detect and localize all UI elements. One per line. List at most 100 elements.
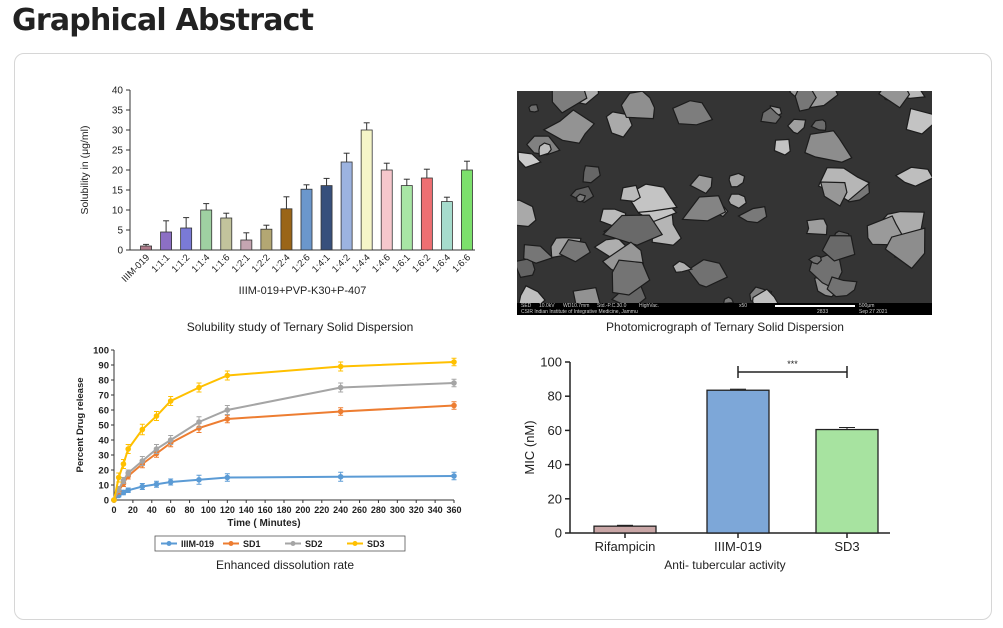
sem-mode: Std.-P.C.30.0 [597,303,627,309]
y-tick-label: 100 [540,355,562,370]
x-tick-label: 1:2:4 [270,252,293,275]
bar [200,209,213,251]
x-tick-label: 1:1:1 [149,252,172,275]
x-tick-label: 1:2:1 [230,252,253,275]
sem-voltage: 10.0kV [539,303,555,309]
x-tick-label: 1:4:2 [330,252,353,275]
data-point [224,407,231,413]
data-point [167,479,174,485]
y-tick-label: 20 [548,491,562,506]
y-tick-label: 40 [548,457,562,472]
mic-caption: Anti- tubercular activity [664,558,786,572]
legend-marker [228,541,234,546]
legend-label: SD2 [305,539,323,549]
y-tick-label: 0 [117,246,123,257]
data-point [451,380,457,386]
sem-particle [517,258,536,279]
sem-detector: SED [521,303,532,309]
data-point [125,446,131,452]
sem-particle [672,100,714,126]
y-tick-label: 35 [112,106,124,117]
bar [160,231,173,251]
sem-particle [728,172,746,188]
sem-particle [538,142,552,158]
sem-wd: WD10.7mm [563,303,590,309]
data-point [224,474,231,481]
data-point [153,481,160,488]
x-tick-label: 160 [258,505,273,515]
y-axis-label: Solubility in (μg/ml) [79,126,91,215]
x-axis-label: IIIM-019+PVP-K30+P-407 [239,285,367,297]
sem-vac: HighVac. [639,303,659,309]
y-tick-label: 90 [98,361,109,372]
x-tick-label: 1:2:6 [290,252,313,275]
x-tick-label: 280 [371,505,386,515]
data-point [451,402,457,409]
x-tick-label: 140 [239,505,254,515]
data-point [196,384,202,391]
page-title: Graphical Abstract [12,3,314,38]
sem-particle [751,288,779,303]
legend-marker [166,541,172,546]
y-tick-label: 20 [112,166,124,177]
legend-label: SD1 [243,539,261,549]
x-tick-label: 1:1:6 [210,252,233,275]
y-tick-label: 20 [98,466,109,477]
y-tick-label: 25 [112,146,124,157]
sem-particle [523,244,554,264]
legend-marker [290,541,296,546]
sem-particle [620,91,656,120]
x-tick-label: SD3 [834,539,859,554]
sem-particle [518,285,546,303]
bar [461,169,473,251]
sem-particle [723,296,735,303]
sem-particle [672,260,694,273]
data-point [224,416,231,422]
x-tick-label: 220 [314,505,329,515]
sem-particles-image [517,91,932,303]
sem-particle [810,119,827,132]
x-tick-label: 1:4:6 [370,252,393,275]
data-point [125,487,131,494]
x-tick-label: 1:6:2 [410,252,433,275]
legend-label: SD3 [367,539,385,549]
data-point [167,398,174,404]
data-point [120,489,127,496]
bar [360,129,373,251]
bar [280,208,293,251]
sem-particle [821,234,856,262]
series-line [113,404,455,501]
mic-chart: 0 20 40 60 80 100 Rifampicin IIIM-019 SD3 *** MIC … [522,355,890,554]
sem-particle [773,138,791,156]
sem-particle [884,227,926,270]
data-point [153,413,160,419]
y-tick-label: 30 [112,126,124,137]
sem-particle [611,259,651,296]
sem-mag: x50 [739,303,748,309]
x-tick-label: 1:6:6 [450,252,473,275]
sem-particle [805,218,828,236]
sem-institute: CSIR Indian Institute of Integrative Med… [521,309,638,315]
data-point [153,446,160,452]
sem-particle [826,276,858,298]
x-tick-label: 200 [295,505,310,515]
y-tick-label: 10 [98,481,109,492]
y-tick-label: 15 [112,186,124,197]
y-tick-label: 5 [117,226,123,237]
mic-chart-panel: 0 20 40 60 80 100 Rifampicin IIIM-019 SD3 *** MIC … [520,345,900,560]
bar [180,227,193,251]
solubility-caption: Solubility study of Ternary Solid Disper… [186,320,414,334]
data-point [337,384,344,391]
y-tick-label: 30 [98,451,109,462]
data-point [451,473,457,479]
data-point [115,474,122,481]
x-tick-label: 1:1:2 [170,252,193,275]
sem-particle [517,151,542,169]
x-tick-label: 1:1:4 [190,252,213,275]
bar [380,169,393,251]
x-tick-label: 20 [128,505,138,515]
x-tick-label: 1:4:1 [310,252,333,275]
bar [140,245,152,251]
bar [220,217,233,251]
y-axis-label: MIC (nM) [522,420,537,474]
